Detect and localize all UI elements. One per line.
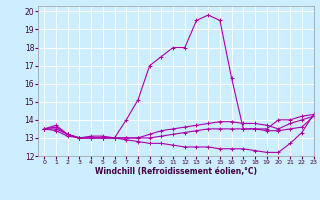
X-axis label: Windchill (Refroidissement éolien,°C): Windchill (Refroidissement éolien,°C) [95,167,257,176]
